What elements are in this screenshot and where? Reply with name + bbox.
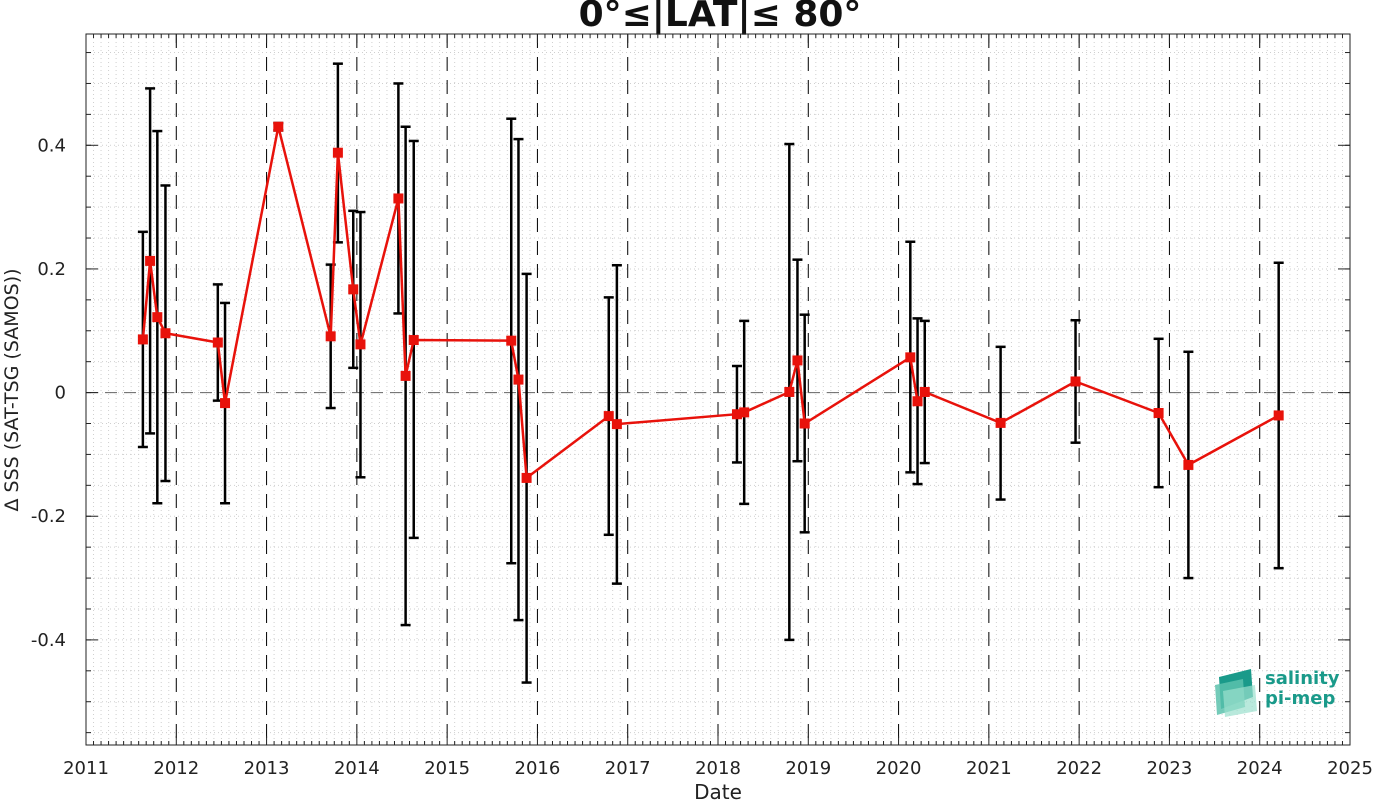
data-point xyxy=(220,398,231,409)
y-tick-label: 0 xyxy=(55,383,66,404)
data-point xyxy=(506,335,517,346)
chart-title: 0°≤|LAT|≤ 80° xyxy=(578,0,862,35)
x-tick-label: 2023 xyxy=(1147,758,1193,779)
data-point xyxy=(905,352,916,363)
data-point xyxy=(1273,410,1284,421)
x-tick-label: 2011 xyxy=(63,758,109,779)
data-point xyxy=(521,472,532,483)
data-point xyxy=(1070,376,1081,387)
data-point xyxy=(212,337,223,348)
x-tick-label: 2022 xyxy=(1056,758,1102,779)
data-point xyxy=(408,335,419,346)
data-point xyxy=(912,396,923,407)
y-tick-label: 0.4 xyxy=(37,135,66,156)
data-point xyxy=(400,370,411,381)
data-point xyxy=(792,355,803,366)
data-point xyxy=(160,328,171,339)
x-tick-label: 2013 xyxy=(244,758,290,779)
axis-ticks: 2011 2012 2013 2014 2015 2016 2017 2018 2019 2020… xyxy=(31,34,1373,779)
y-tick-label: 0.2 xyxy=(37,259,66,280)
salinity-pi-mep-logo: salinity pi-mep xyxy=(1213,667,1343,717)
series-markers xyxy=(137,121,1284,483)
data-point xyxy=(393,193,404,204)
data-point xyxy=(603,411,614,422)
x-tick-label: 2017 xyxy=(605,758,651,779)
data-point xyxy=(137,334,148,345)
logo-line1: salinity xyxy=(1265,668,1340,689)
logo-line2: pi-mep xyxy=(1265,688,1336,709)
data-point xyxy=(325,331,336,342)
x-tick-label: 2024 xyxy=(1237,758,1283,779)
logo-wave-icon xyxy=(1215,669,1257,717)
x-tick-label: 2019 xyxy=(785,758,831,779)
y-axis-label: Δ SSS (SAT-TSG (SAMOS)) xyxy=(1,268,23,511)
data-point xyxy=(799,418,810,429)
data-point xyxy=(784,386,795,397)
data-point xyxy=(273,121,284,132)
x-tick-label: 2014 xyxy=(334,758,380,779)
data-point xyxy=(355,339,366,350)
x-tick-label: 2020 xyxy=(876,758,922,779)
x-tick-label: 2018 xyxy=(695,758,741,779)
y-tick-label: -0.2 xyxy=(31,506,66,527)
x-tick-label: 2025 xyxy=(1327,758,1373,779)
x-tick-label: 2015 xyxy=(424,758,470,779)
y-tick-label: -0.4 xyxy=(31,630,66,651)
data-point xyxy=(1183,459,1194,470)
data-point xyxy=(739,407,750,418)
data-point xyxy=(513,374,524,385)
data-point xyxy=(145,255,156,266)
data-point xyxy=(1153,407,1164,418)
x-tick-label: 2012 xyxy=(153,758,199,779)
error-bars xyxy=(137,62,1284,684)
data-point xyxy=(332,147,343,158)
data-point xyxy=(995,417,1006,428)
data-point xyxy=(611,419,622,430)
data-point xyxy=(919,386,930,397)
x-tick-label: 2016 xyxy=(515,758,561,779)
x-tick-label: 2021 xyxy=(966,758,1012,779)
x-axis-label: Date xyxy=(694,780,742,801)
data-point xyxy=(348,284,359,295)
data-point xyxy=(152,312,163,323)
year-dividers xyxy=(175,34,1261,745)
